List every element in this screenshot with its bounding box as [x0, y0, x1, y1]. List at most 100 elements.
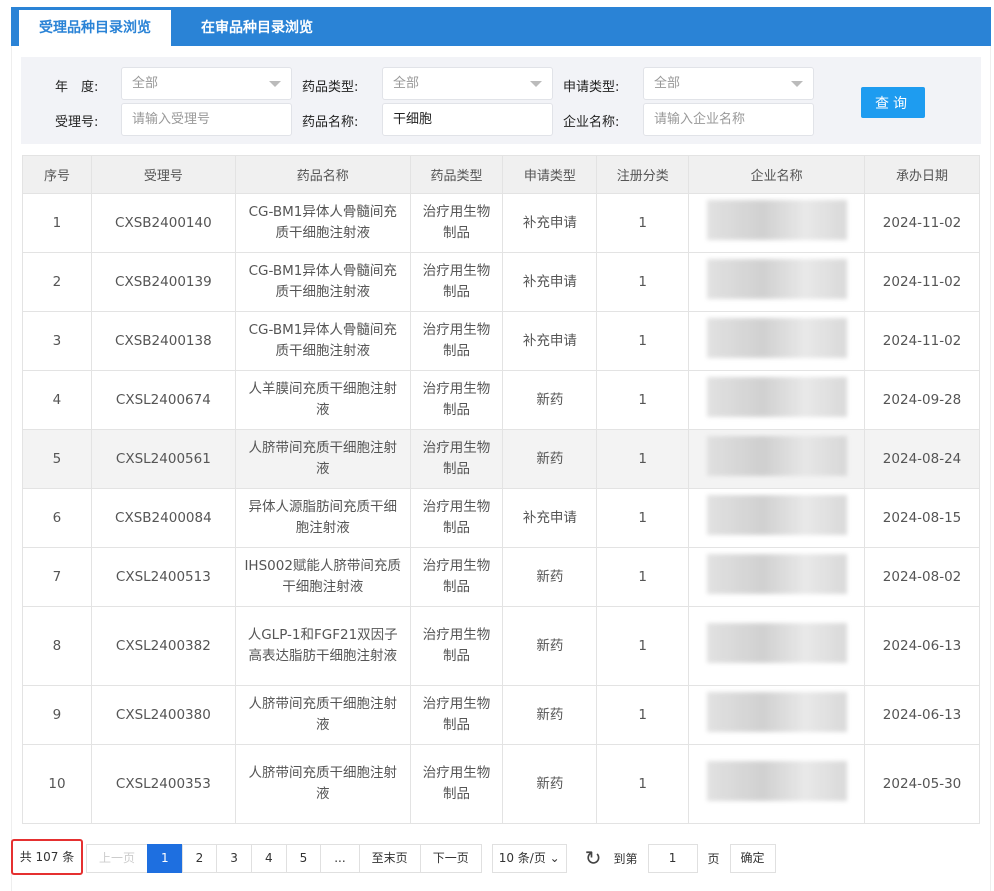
goto-page-input[interactable]: 1 — [647, 843, 698, 873]
table-row[interactable]: 10 CXSL2400353 人脐带间充质干细胞注射液 治疗用生物制品 新药 1 2024-… — [22, 744, 980, 824]
column-header: 承办日期 — [864, 155, 980, 194]
page-button[interactable]: 3 — [216, 843, 252, 873]
total-count: 共 107 条 — [11, 839, 83, 875]
table-row[interactable]: 3 CXSB2400138 CG-BM1异体人骨髓间充质干细胞注射液 治疗用生物制品补… — [22, 311, 980, 371]
refresh-icon[interactable]: ↻ — [584, 846, 602, 870]
cell-id: CXSL2400382 — [90, 606, 236, 686]
column-header: 药品名称 — [234, 155, 411, 194]
year-value: 全部 — [132, 76, 159, 91]
drug-type-select[interactable]: 全部 — [382, 67, 553, 100]
cell-date: 2024-08-24 — [864, 429, 980, 489]
cell-name: 人脐带间充质干细胞注射液 — [234, 429, 411, 489]
year-select[interactable]: 全部 — [121, 67, 292, 100]
pagination: 上一页 1 2 3 4 5... 至末页 下一页 10 条/页 ⌄ ↻ 到第 1 页 确… — [86, 841, 776, 875]
cell-apply: 补充申请 — [502, 252, 598, 312]
cell-name: 异体人源脂肪间充质干细胞注射液 — [234, 488, 411, 548]
page-button[interactable]: 5 — [285, 843, 322, 873]
cell-company-redacted — [688, 744, 866, 824]
tab-under-review-catalog[interactable]: 在审品种目录浏览 — [201, 20, 313, 36]
cell-cls: 1 — [596, 370, 690, 430]
apply-type-select[interactable]: 全部 — [643, 67, 814, 100]
page-button[interactable]: 1 — [147, 843, 183, 873]
table-row[interactable]: 9 CXSL2400380 人脐带间充质干细胞注射液 治疗用生物制品 新药 1 2024-0… — [22, 685, 980, 745]
cell-company-redacted — [688, 370, 866, 430]
table-row[interactable]: 7 CXSL2400513 IHS002赋能人脐带间充质干细胞注射液 治疗用生物制品新… — [22, 547, 980, 607]
table-row[interactable]: 5 CXSL2400561 人脐带间充质干细胞注射液 治疗用生物制品 新药 1 2024-0… — [22, 429, 980, 489]
cell-type: 治疗用生物制品 — [409, 685, 504, 745]
redacted-company-name — [706, 494, 847, 535]
cell-type: 治疗用生物制品 — [409, 606, 504, 686]
chevron-down-icon — [269, 81, 281, 87]
tab-accepted-catalog[interactable]: 受理品种目录浏览 — [19, 10, 171, 46]
cell-id: CXSL2400353 — [90, 744, 236, 824]
accept-no-label: 受理号: — [55, 115, 99, 130]
cell-company-redacted — [688, 488, 866, 548]
cell-company-redacted — [688, 547, 866, 607]
year-label: 年 度: — [55, 80, 99, 95]
apply-type-value: 全部 — [654, 76, 681, 91]
table-row[interactable]: 6 CXSB2400084 异体人源脂肪间充质干细胞注射液 治疗用生物制品 补充申请 1 2… — [22, 488, 980, 548]
cell-no: 5 — [22, 429, 92, 489]
cell-id: CXSB2400084 — [90, 488, 236, 548]
cell-cls: 1 — [596, 193, 690, 253]
last-page-button[interactable]: 至末页 — [358, 843, 421, 873]
page-size-value: 10 条/页 — [498, 850, 546, 865]
cell-no: 2 — [22, 252, 92, 312]
cell-id: CXSL2400561 — [90, 429, 236, 489]
cell-date: 2024-11-02 — [864, 193, 980, 253]
company-input[interactable]: 请输入企业名称 — [643, 103, 814, 136]
cell-id: CXSB2400139 — [90, 252, 236, 312]
cell-cls: 1 — [596, 685, 690, 745]
cell-apply: 新药 — [502, 370, 598, 430]
page-button[interactable]: ... — [320, 843, 360, 873]
table-row[interactable]: 1 CXSB2400140 CG-BM1异体人骨髓间充质干细胞注射液 治疗用生物制品补… — [22, 193, 980, 253]
table-row[interactable]: 2 CXSB2400139 CG-BM1异体人骨髓间充质干细胞注射液 治疗用生物制品补… — [22, 252, 980, 312]
cell-name: CG-BM1异体人骨髓间充质干细胞注射液 — [234, 252, 411, 312]
next-page-button[interactable]: 下一页 — [419, 843, 482, 873]
redacted-company-name — [706, 376, 847, 417]
prev-page-button[interactable]: 上一页 — [86, 843, 149, 873]
column-header: 企业名称 — [688, 155, 866, 194]
column-header: 药品类型 — [409, 155, 504, 194]
cell-apply: 补充申请 — [502, 488, 598, 548]
cell-date: 2024-08-02 — [864, 547, 980, 607]
cell-cls: 1 — [596, 429, 690, 489]
cell-name: CG-BM1异体人骨髓间充质干细胞注射液 — [234, 311, 411, 371]
cell-no: 7 — [22, 547, 92, 607]
cell-apply: 补充申请 — [502, 193, 598, 253]
chevron-down-icon — [530, 81, 542, 87]
accept-no-input[interactable]: 请输入受理号 — [121, 103, 292, 136]
apply-type-label: 申请类型: — [563, 80, 620, 95]
table-row[interactable]: 4 CXSL2400674 人羊膜间充质干细胞注射液 治疗用生物制品 新药 1 2024-0… — [22, 370, 980, 430]
cell-no: 4 — [22, 370, 92, 430]
cell-no: 10 — [22, 744, 92, 824]
redacted-company-name — [706, 691, 847, 732]
cell-name: 人脐带间充质干细胞注射液 — [234, 685, 411, 745]
cell-name: 人GLP-1和FGF21双因子高表达脂肪干细胞注射液 — [234, 606, 411, 686]
cell-name: CG-BM1异体人骨髓间充质干细胞注射液 — [234, 193, 411, 253]
table-row[interactable]: 8 CXSL2400382 人GLP-1和FGF21双因子高表达脂肪干细胞注射液 治疗… — [22, 606, 980, 686]
cell-date: 2024-11-02 — [864, 252, 980, 312]
chevron-down-icon — [791, 81, 803, 87]
confirm-goto-button[interactable]: 确定 — [729, 843, 776, 873]
cell-company-redacted — [688, 252, 866, 312]
cell-apply: 新药 — [502, 547, 598, 607]
redacted-company-name — [706, 760, 847, 801]
redacted-company-name — [706, 317, 847, 358]
drug-name-input[interactable]: 干细胞 — [382, 103, 553, 136]
cell-date: 2024-11-02 — [864, 311, 980, 371]
cell-no: 9 — [22, 685, 92, 745]
query-button[interactable]: 查询 — [861, 87, 925, 118]
cell-company-redacted — [688, 606, 866, 686]
cell-date: 2024-06-13 — [864, 606, 980, 686]
cell-cls: 1 — [596, 606, 690, 686]
company-label: 企业名称: — [563, 115, 620, 130]
page-button[interactable]: 2 — [181, 843, 218, 873]
page-size-select[interactable]: 10 条/页 ⌄ — [491, 843, 567, 873]
cell-apply: 新药 — [502, 606, 598, 686]
cell-type: 治疗用生物制品 — [409, 193, 504, 253]
cell-company-redacted — [688, 193, 866, 253]
content-panel — [11, 46, 991, 891]
page-button[interactable]: 4 — [250, 843, 287, 873]
cell-type: 治疗用生物制品 — [409, 744, 504, 824]
